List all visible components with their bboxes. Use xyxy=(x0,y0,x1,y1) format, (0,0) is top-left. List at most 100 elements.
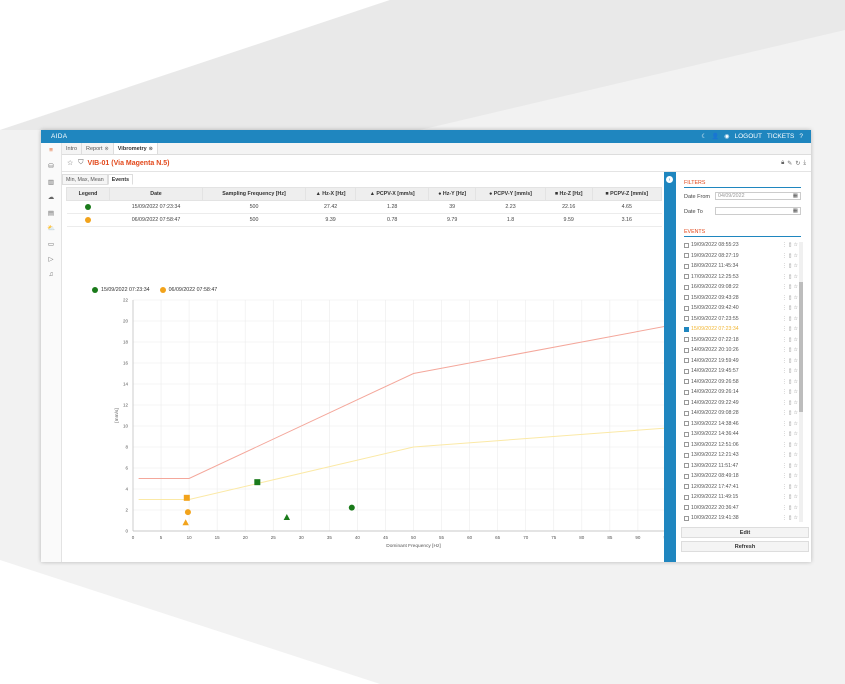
chart-icon[interactable]: ⋮ xyxy=(781,368,787,375)
chart-icon[interactable]: ⋮ xyxy=(781,242,787,249)
event-checkbox[interactable] xyxy=(684,442,689,448)
event-checkbox[interactable] xyxy=(684,505,689,511)
list-item[interactable]: 10/09/2022 19:41:38 ⋮ ▯ ☆ xyxy=(684,513,808,522)
list-item[interactable]: 13/09/2022 11:51:47 ⋮ ▯ ☆ xyxy=(684,461,808,472)
star-icon[interactable]: ☆ xyxy=(793,273,798,280)
event-checkbox[interactable] xyxy=(684,347,689,353)
chart-icon[interactable]: ⋮ xyxy=(781,410,787,417)
play-icon[interactable]: ▷ xyxy=(48,256,54,264)
star-icon[interactable]: ☆ xyxy=(793,368,798,375)
date-to-field[interactable]: ▦ xyxy=(715,207,801,215)
events-scrollbar[interactable] xyxy=(799,242,803,522)
bell-icon[interactable]: ♫ xyxy=(48,271,54,279)
event-checkbox[interactable] xyxy=(684,295,689,301)
file-icon[interactable]: ▯ xyxy=(788,420,792,427)
file-icon[interactable]: ▯ xyxy=(788,399,792,406)
file-icon[interactable]: ▯ xyxy=(788,368,792,375)
list-item[interactable]: 16/09/2022 09:08:22 ⋮ ▯ ☆ xyxy=(684,282,808,293)
star-icon[interactable]: ☆ xyxy=(793,483,798,490)
star-icon[interactable]: ☆ xyxy=(793,452,798,459)
event-checkbox[interactable] xyxy=(684,515,689,521)
list-item[interactable]: 14/09/2022 09:22:49 ⋮ ▯ ☆ xyxy=(684,398,808,409)
star-icon[interactable]: ☆ xyxy=(793,410,798,417)
file-icon[interactable]: ▯ xyxy=(788,504,792,511)
file-icon[interactable]: ▯ xyxy=(788,305,792,312)
event-checkbox[interactable] xyxy=(684,473,689,479)
list-item[interactable]: 19/09/2022 08:27:19 ⋮ ▯ ☆ xyxy=(684,251,808,262)
moon-icon[interactable]: ☾ xyxy=(701,134,707,140)
list-item[interactable]: 14/09/2022 09:26:14 ⋮ ▯ ☆ xyxy=(684,387,808,398)
chart-icon[interactable]: ⋮ xyxy=(781,273,787,280)
file-icon[interactable]: ▯ xyxy=(788,326,792,333)
star-icon[interactable]: ☆ xyxy=(793,347,798,354)
subtab-min-max-mean[interactable]: Min, Max, Mean xyxy=(62,174,108,185)
star-icon[interactable]: ☆ xyxy=(793,494,798,501)
file-icon[interactable]: ▯ xyxy=(788,431,792,438)
chart-icon[interactable]: ⋮ xyxy=(781,441,787,448)
chart-icon[interactable]: ⋮ xyxy=(781,252,787,259)
event-checkbox[interactable] xyxy=(684,431,689,437)
list-item[interactable]: 14/09/2022 19:45:57 ⋮ ▯ ☆ xyxy=(684,366,808,377)
event-checkbox[interactable] xyxy=(684,494,689,500)
star-icon[interactable]: ☆ xyxy=(793,420,798,427)
help-link[interactable]: ? xyxy=(799,133,803,140)
star-icon[interactable]: ☆ xyxy=(793,242,798,249)
event-checkbox[interactable] xyxy=(684,400,689,406)
event-checkbox[interactable] xyxy=(684,263,689,269)
star-icon[interactable]: ☆ xyxy=(793,389,798,396)
scrollbar-thumb[interactable] xyxy=(799,282,803,412)
file-icon[interactable]: ▯ xyxy=(788,315,792,322)
file-icon[interactable]: ▯ xyxy=(788,347,792,354)
star-icon[interactable]: ☆ xyxy=(793,441,798,448)
close-icon[interactable]: ⊗ xyxy=(104,145,109,152)
chart-icon[interactable]: ⋮ xyxy=(781,462,787,469)
logout-link[interactable]: LOGOUT xyxy=(734,133,762,140)
chart-icon[interactable]: ⋮ xyxy=(781,263,787,270)
calendar-icon[interactable]: ▦ xyxy=(792,193,798,199)
tab-intro[interactable]: Intro xyxy=(62,143,83,154)
star-icon[interactable]: ☆ xyxy=(793,326,798,333)
chart-icon[interactable]: ⋮ xyxy=(781,494,787,501)
tab-report[interactable]: Report ⊗ xyxy=(82,143,114,154)
cloud-sync-icon[interactable]: ⛅ xyxy=(46,225,56,233)
list-item[interactable]: 13/09/2022 14:38:46 ⋮ ▯ ☆ xyxy=(684,419,808,430)
chart-icon[interactable]: ▥ xyxy=(47,178,55,186)
file-icon[interactable]: ▯ xyxy=(788,378,792,385)
chart-icon[interactable]: ⋮ xyxy=(781,452,787,459)
chart-icon[interactable]: ⋮ xyxy=(781,399,787,406)
menu-icon[interactable]: ≡ xyxy=(49,147,53,155)
chart-legend-item[interactable]: 06/09/2022 07:58:47 xyxy=(159,287,217,293)
database-icon[interactable]: ⛁ xyxy=(48,163,54,171)
chart-icon[interactable]: ⋮ xyxy=(781,504,787,511)
file-icon[interactable]: ▯ xyxy=(788,483,792,490)
event-checkbox[interactable] xyxy=(684,326,689,332)
star-icon[interactable]: ☆ xyxy=(793,284,798,291)
date-from-field[interactable]: 04/09/2022 ▦ xyxy=(715,192,801,200)
file-icon[interactable]: ▯ xyxy=(788,284,792,291)
event-checkbox[interactable] xyxy=(684,316,689,322)
star-icon[interactable]: ☆ xyxy=(793,294,798,301)
star-icon[interactable]: ☆ xyxy=(793,263,798,270)
list-item[interactable]: 14/09/2022 09:26:58 ⋮ ▯ ☆ xyxy=(684,377,808,388)
chart-icon[interactable]: ⋮ xyxy=(781,357,787,364)
edit-icon[interactable]: ✎ xyxy=(787,160,793,167)
file-icon[interactable]: ▯ xyxy=(788,441,792,448)
document-icon[interactable]: ▤ xyxy=(47,209,55,217)
list-item[interactable]: 13/09/2022 12:21:43 ⋮ ▯ ☆ xyxy=(684,450,808,461)
archive-icon[interactable]: ▭ xyxy=(47,240,55,248)
file-icon[interactable]: ▯ xyxy=(788,473,792,480)
file-icon[interactable]: ▯ xyxy=(788,242,792,249)
file-icon[interactable]: ▯ xyxy=(788,273,792,280)
event-checkbox[interactable] xyxy=(684,379,689,385)
list-item[interactable]: 18/09/2022 11:45:34 ⋮ ▯ ☆ xyxy=(684,261,808,272)
download-icon[interactable]: ⤓ xyxy=(803,159,806,166)
star-icon[interactable]: ☆ xyxy=(793,399,798,406)
event-checkbox[interactable] xyxy=(684,337,689,343)
star-icon[interactable]: ☆ xyxy=(793,431,798,438)
chart-icon[interactable]: ⋮ xyxy=(781,315,787,322)
event-checkbox[interactable] xyxy=(684,421,689,427)
chart-icon[interactable]: ⋮ xyxy=(781,336,787,343)
star-icon[interactable]: ☆ xyxy=(793,515,798,522)
edit-button[interactable]: Edit xyxy=(681,527,809,538)
chart-icon[interactable]: ⋮ xyxy=(781,483,787,490)
